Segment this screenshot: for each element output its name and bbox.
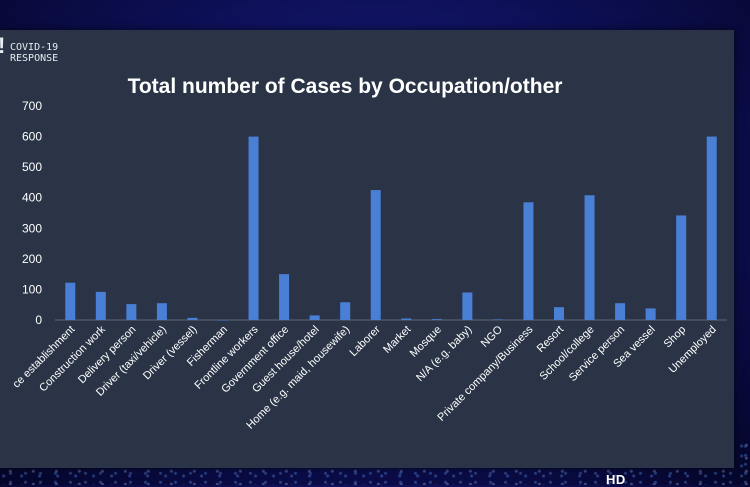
bar	[431, 319, 442, 320]
bar	[126, 304, 137, 320]
logo-line-2: RESPONSE	[10, 53, 59, 64]
y-tick-label: 400	[22, 191, 42, 205]
chart-title: Total number of Cases by Occupation/othe…	[128, 75, 563, 98]
bar	[554, 307, 564, 320]
bar	[615, 303, 626, 320]
y-tick-label: 300	[22, 221, 42, 235]
bar	[340, 302, 351, 320]
bar	[492, 319, 503, 320]
bar	[523, 202, 534, 320]
bar	[279, 274, 290, 320]
y-tick-label: 100	[22, 282, 42, 296]
bar	[65, 282, 76, 320]
y-tick-label: 0	[35, 313, 42, 327]
hd-badge: HD	[606, 472, 626, 487]
x-tick-label: Driver (vessel)	[141, 324, 200, 383]
chart-slide	[0, 30, 734, 468]
bar	[584, 195, 595, 320]
y-tick-label: 200	[22, 252, 42, 266]
bar	[248, 136, 259, 320]
bar	[401, 318, 412, 320]
bar	[218, 320, 228, 321]
bar	[156, 303, 167, 320]
x-tick-label: NGO	[479, 323, 506, 350]
bar	[95, 291, 106, 320]
x-tick-label: N/A (e.g. baby)	[414, 324, 474, 384]
y-tick-label: 600	[22, 130, 42, 144]
bar	[187, 317, 198, 320]
bar	[645, 308, 656, 320]
y-axis: 0 100 200 300 400 500 600 700	[22, 99, 727, 327]
bar	[370, 190, 381, 320]
bar	[309, 315, 320, 320]
logo-line-1: COVID-19	[10, 42, 59, 53]
bar	[706, 136, 717, 320]
exclamation-icon: !	[0, 35, 5, 57]
y-tick-label: 700	[22, 99, 42, 113]
bar	[676, 215, 687, 320]
bars	[65, 136, 717, 321]
bar	[462, 292, 473, 320]
x-tick-label: Shop	[662, 324, 689, 351]
x-tick-label: Laborer	[348, 323, 384, 359]
y-tick-label: 500	[22, 160, 42, 174]
